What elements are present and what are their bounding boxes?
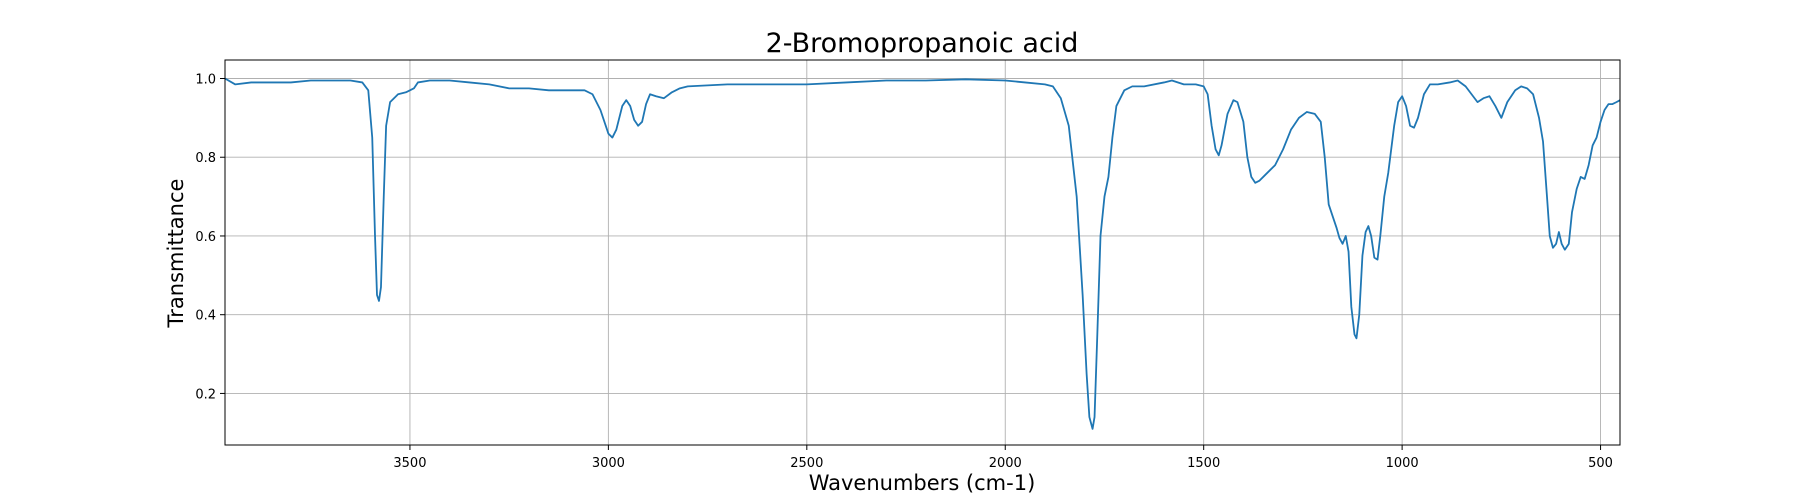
y-tick-label: 0.2: [195, 387, 216, 402]
x-tick-label: 500: [1588, 456, 1613, 471]
y-tick-label: 1.0: [195, 73, 216, 88]
x-axis-label: Wavenumbers (cm-1): [809, 471, 1036, 495]
x-tick-label: 1500: [1187, 456, 1220, 471]
y-tick-label: 0.6: [195, 230, 216, 245]
x-tick-label: 3000: [592, 456, 625, 471]
spectrum-line: [224, 77, 1621, 430]
x-tick-label: 2500: [790, 456, 823, 471]
y-axis-label: Transmittance: [164, 179, 188, 329]
x-tick-label: 1000: [1386, 456, 1419, 471]
chart-title: 2-Bromopropanoic acid: [766, 28, 1079, 59]
x-tick-label: 2000: [989, 456, 1022, 471]
plot-frame: [224, 59, 1621, 446]
y-tick-label: 0.8: [195, 151, 216, 166]
x-tick-label: 3500: [393, 456, 426, 471]
y-tick-label: 0.4: [195, 309, 216, 324]
